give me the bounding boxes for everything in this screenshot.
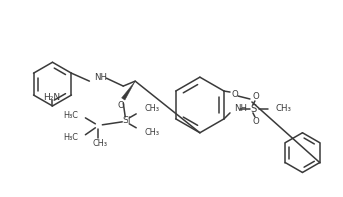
Text: NH: NH [234,104,247,113]
Text: H₃C: H₃C [63,133,79,142]
Text: H₃C: H₃C [63,111,79,120]
Text: CH₃: CH₃ [144,104,159,113]
Text: O: O [118,101,125,111]
Text: CH₃: CH₃ [144,128,159,137]
Text: O: O [252,117,259,126]
Text: H₂N: H₂N [43,93,60,101]
Text: S: S [251,104,257,114]
Text: O: O [252,92,259,100]
Text: NH: NH [94,73,107,82]
Text: O: O [232,89,238,98]
Text: Si: Si [122,116,130,125]
Polygon shape [121,81,135,100]
Text: CH₃: CH₃ [276,104,292,113]
Text: CH₃: CH₃ [93,139,108,148]
